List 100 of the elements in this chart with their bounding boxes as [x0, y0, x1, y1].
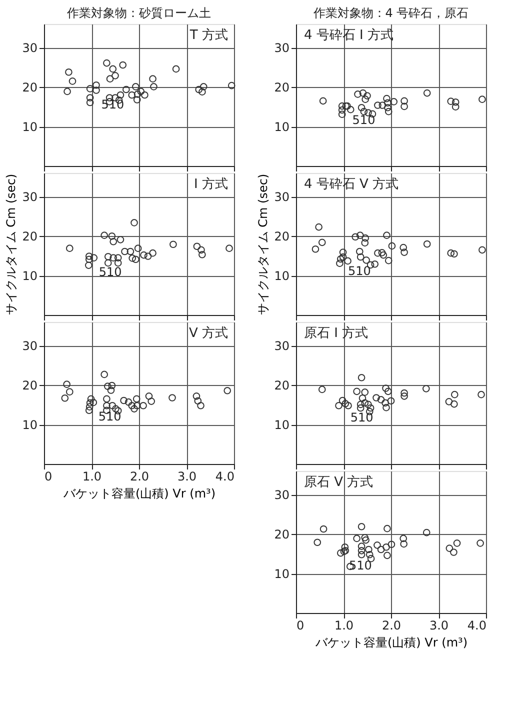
point	[384, 104, 392, 112]
point	[85, 252, 93, 260]
point	[85, 256, 93, 264]
point	[198, 88, 206, 96]
y-tick-label: 10	[274, 269, 290, 284]
chart-title: T 方式	[188, 27, 228, 43]
point	[132, 256, 140, 264]
point	[150, 83, 158, 90]
point	[172, 65, 180, 73]
point	[314, 538, 322, 546]
point	[120, 396, 128, 404]
point	[361, 534, 369, 542]
point	[320, 525, 328, 533]
point	[356, 253, 364, 261]
x-tick-label: 3.0	[177, 470, 197, 484]
point	[354, 90, 362, 98]
point	[104, 259, 112, 267]
point	[374, 102, 382, 109]
point	[446, 544, 454, 552]
point	[339, 248, 347, 256]
point	[358, 547, 366, 554]
point	[137, 88, 145, 96]
point	[128, 402, 136, 410]
point	[133, 96, 141, 104]
point	[61, 394, 69, 402]
point	[192, 392, 200, 400]
text: 作業対象物：4 号砕石，原石	[312, 6, 469, 20]
point	[132, 395, 140, 403]
point	[90, 254, 98, 262]
point	[85, 406, 93, 414]
point	[318, 238, 326, 246]
y-tick-label: 30	[274, 41, 290, 56]
point	[384, 552, 391, 560]
point	[198, 246, 205, 254]
point	[400, 534, 408, 542]
point	[374, 542, 381, 549]
y-tick-label: 20	[22, 80, 38, 95]
point	[112, 72, 119, 80]
x-tick-label: 1.0	[334, 618, 354, 632]
y-tick-label: 20	[22, 378, 38, 393]
point	[104, 252, 112, 260]
point	[195, 86, 203, 94]
point	[116, 91, 124, 99]
point	[103, 59, 110, 67]
y-tick-label: 10	[22, 269, 38, 284]
point	[65, 68, 72, 76]
point	[450, 250, 458, 258]
chart-title: 原石 V 方式	[304, 474, 374, 490]
point	[119, 61, 127, 69]
point	[388, 242, 396, 250]
point	[341, 543, 349, 551]
point	[116, 236, 124, 244]
point	[447, 98, 455, 105]
point	[358, 104, 366, 112]
point	[378, 102, 386, 109]
point	[134, 90, 142, 98]
point	[362, 234, 370, 242]
point	[476, 540, 484, 547]
point	[194, 397, 202, 405]
point	[422, 528, 430, 536]
point	[66, 244, 74, 252]
y-tick-label: 20	[274, 528, 290, 542]
point	[387, 397, 395, 405]
point	[382, 399, 389, 407]
point	[356, 400, 364, 408]
point	[126, 248, 134, 256]
point	[452, 98, 460, 106]
y-tick-label: 10	[274, 418, 290, 432]
point	[400, 248, 408, 256]
point	[84, 262, 92, 269]
point	[121, 248, 128, 256]
y-tick-label: 30	[274, 190, 290, 204]
point	[114, 259, 122, 267]
point	[356, 404, 364, 412]
point	[335, 402, 342, 410]
point	[384, 256, 392, 264]
point	[104, 382, 112, 390]
y-tick-label: 30	[22, 190, 38, 204]
point	[362, 256, 370, 264]
point	[383, 94, 390, 102]
point	[318, 386, 326, 394]
point	[132, 83, 140, 90]
point	[338, 106, 346, 114]
point	[107, 386, 115, 394]
point	[92, 81, 100, 89]
point	[450, 400, 458, 408]
point	[114, 254, 122, 262]
point	[359, 89, 367, 97]
point	[384, 388, 392, 396]
point	[382, 384, 390, 392]
point	[383, 232, 390, 239]
x-axis-title: バケット容量(山積) Vr (m³)	[314, 636, 468, 650]
point	[87, 395, 95, 403]
point	[200, 83, 208, 90]
point	[198, 250, 206, 258]
point	[358, 374, 366, 382]
point	[338, 102, 346, 110]
point	[141, 91, 148, 99]
point	[384, 99, 392, 107]
y-tick-label: 20	[274, 378, 290, 393]
